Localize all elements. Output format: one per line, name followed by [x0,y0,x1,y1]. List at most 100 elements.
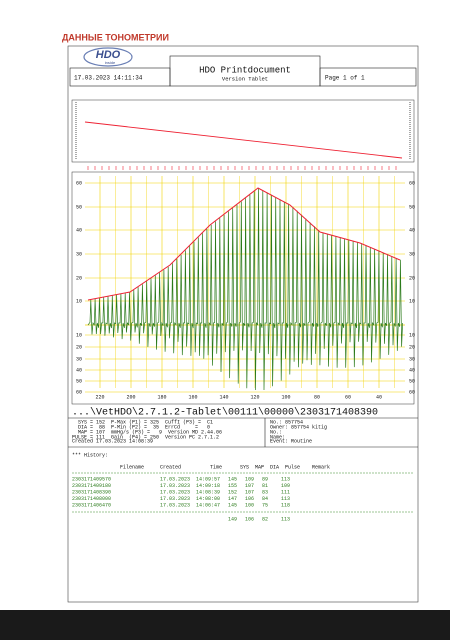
cell: 83 [262,489,268,495]
info-line: No.: [270,429,282,435]
pressure-line [84,121,403,159]
summary-cell: 82 [262,516,268,522]
cell: 155 [228,483,237,489]
x-label: 120 [250,394,259,400]
info-line: PULSE = 111 Gain (P4) = 250 Version PC 2… [72,434,219,440]
cell: 145 [228,502,237,508]
x-label: 100 [281,394,290,400]
y-label: 50 [76,378,82,384]
column-header: Time [210,464,222,470]
cell: 147 [228,496,237,502]
cell: 14:06:47 [196,502,220,508]
y-label: 10 [409,332,415,338]
y-label: 20 [76,275,82,281]
oscillation [87,188,403,391]
x-label: 180 [157,394,166,400]
x-label: 60 [345,394,351,400]
summary-cell: 106 [245,516,254,522]
y-label: 60 [76,180,82,186]
header-date: 17.03.2023 14:11:34 [74,75,143,82]
header-page: Page 1 of 1 [325,75,365,82]
y-label: 40 [76,227,82,233]
cell: 2303171409180 [72,483,111,489]
info-line: SYS = 152 P-Max (P1) = 325 CuffI (P3) = … [72,419,213,425]
y-label: 30 [76,356,82,362]
column-header: Filename [120,464,144,470]
logo-ring [83,47,133,67]
y-label: 40 [409,367,415,373]
history-title: *** History: [72,452,108,458]
bottom-bar [0,610,450,640]
cell: 106 [245,496,254,502]
cell: 2303171406470 [72,502,111,508]
y-label: 40 [76,367,82,373]
y-label: 60 [409,180,415,186]
header-version: Version Tablet [222,75,268,82]
header-box [319,67,417,87]
cell: 17.03.2023 [160,502,190,508]
y-label: 40 [409,227,415,233]
document-frame [67,45,419,603]
cell: 17.03.2023 [160,496,190,502]
file-path: ...\VetHDO\2.7.1.2-Tablet\00111\00000\23… [72,407,378,419]
y-label: 60 [409,389,415,395]
x-label: 80 [314,394,320,400]
y-label: 10 [76,332,82,338]
cell: 81 [262,483,268,489]
created: Created 17.03.2023 14:08:39 [72,438,153,444]
info-line: Name: [270,434,285,440]
cell: 17.03.2023 [160,489,190,495]
cell: 75 [262,502,268,508]
y-label: 20 [409,275,415,281]
x-label: 200 [126,394,135,400]
y-label: 50 [409,204,415,210]
info-line: MAP = 107 mmHg/s (P3) = 9 Version MD 2.4… [72,429,222,435]
cell: 152 [228,489,237,495]
y-label: 30 [409,356,415,362]
cell: 107 [245,489,254,495]
cell: 145 [228,476,237,482]
cell: 14:09:18 [196,483,220,489]
x-label: 220 [95,394,104,400]
y-label: 10 [76,298,82,304]
y-label: 20 [409,344,415,350]
cell: 14:09:57 [196,476,220,482]
cell: 111 [281,489,290,495]
column-header: Created [160,464,181,470]
y-label: 20 [76,344,82,350]
cell: 109 [281,483,290,489]
cell: 2303171409570 [72,476,111,482]
cell: 17.03.2023 [160,476,190,482]
x-label: 40 [376,394,382,400]
y-label: 10 [409,298,415,304]
cell: 100 [245,502,254,508]
info-line: DIA = 88 P-Min (P2) = 35 ErrCd = 0 [72,424,210,430]
y-label: 50 [409,378,415,384]
column-header: MAP [255,464,264,470]
cell: 109 [245,476,254,482]
logo: HDO [96,49,121,61]
cell: 17.03.2023 [160,483,190,489]
y-label: 30 [76,251,82,257]
column-header: DIA [270,464,279,470]
logo-sub: inside [105,60,116,65]
cell: 113 [281,496,290,502]
info-line: Owner: 857754 kitig [270,424,327,430]
event: Event: Routine [270,438,312,444]
cell: 84 [262,496,268,502]
header-title: HDO Printdocument [199,65,291,75]
summary-cell: 149 [228,516,237,522]
y-label: 50 [76,204,82,210]
cell: 2303171408000 [72,496,111,502]
column-header: Remark [312,464,330,470]
cell: 14:08:39 [196,489,220,495]
cell: 113 [281,476,290,482]
page-title: ДАННЫЕ ТОНОМЕТРИИ [62,32,169,42]
cell: 2303171408390 [72,489,111,495]
envelope [87,187,401,301]
main-chart-frame [71,171,415,405]
cell: 14:08:00 [196,496,220,502]
cell: 107 [245,483,254,489]
x-label: 160 [188,394,197,400]
